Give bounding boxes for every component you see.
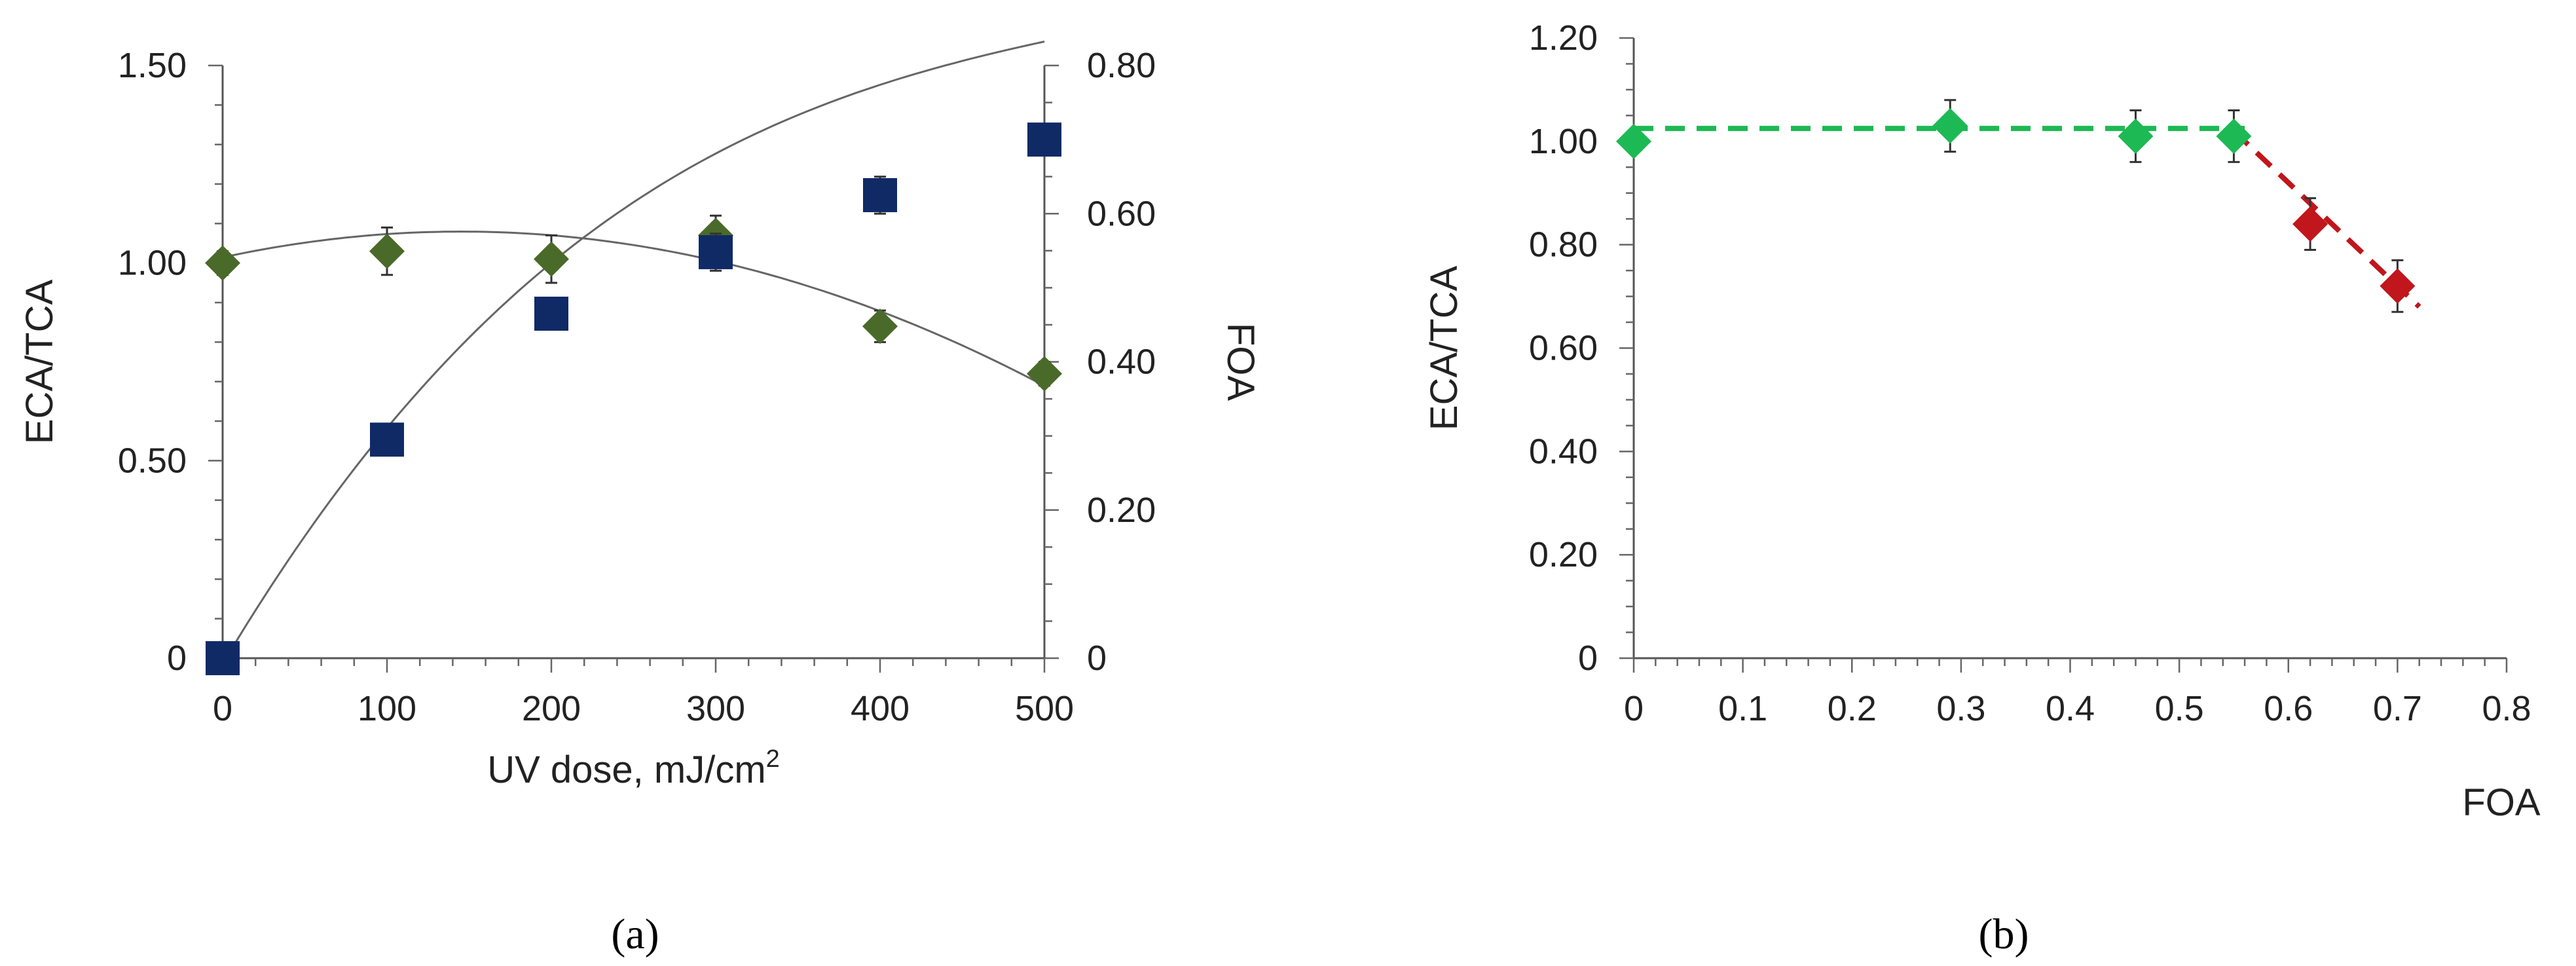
fit-curve: [222, 231, 1045, 387]
x-tick-label: 0: [1624, 689, 1644, 728]
x-tick-label: 0: [213, 689, 232, 728]
data-point-eca-tca: [369, 233, 405, 269]
data-point-foa: [534, 296, 568, 331]
y-tick-label: 0.60: [1529, 329, 1598, 368]
data-point-plateau: [1616, 123, 1651, 159]
trend-line: [2232, 129, 2421, 309]
y-tick-label: 1.00: [1529, 122, 1598, 161]
x-tick-label: 0.3: [1936, 689, 1985, 728]
panel-b-chart: 0 0.1 0.2 0.3 0.4 0.5 0.6 0.7 0.800.200.400.600.…: [1423, 18, 2541, 958]
y-axis-title: ECA/TCA: [1423, 266, 1465, 431]
y-tick-label: 0.20: [1529, 535, 1598, 574]
right-y-tick-label: 0.80: [1087, 46, 1156, 85]
x-axis-title-superscript: 2: [766, 745, 780, 773]
data-point-eca-tca: [1027, 356, 1062, 392]
data-point-plateau: [2216, 118, 2252, 154]
left-y-tick-label: 0.50: [118, 441, 187, 480]
y-tick-label: 0.80: [1529, 225, 1598, 265]
data-point-foa: [863, 177, 897, 212]
y-tick-label: 0: [1578, 639, 1598, 678]
right-y-tick-label: 0.40: [1087, 343, 1156, 382]
data-point-plateau: [1932, 108, 1968, 144]
x-tick-label: 0.8: [2482, 689, 2531, 728]
right-y-tick-label: 0.20: [1087, 491, 1156, 530]
y-tick-label: 1.20: [1529, 18, 1598, 58]
x-axis-title: UV dose, mJ/cm2: [487, 745, 780, 791]
data-point-foa: [1027, 122, 1061, 157]
panel-label-b: (b): [1979, 910, 2029, 958]
left-y-tick-label: 1.00: [118, 244, 187, 283]
fit-curve: [221, 41, 1045, 665]
x-tick-label: 0.6: [2264, 689, 2313, 728]
left-y-tick-label: 1.50: [118, 46, 187, 85]
data-point-decline: [2292, 206, 2328, 242]
data-point-eca-tca: [862, 308, 898, 344]
x-axis-title: FOA: [2462, 781, 2541, 824]
data-point-eca-tca: [534, 241, 569, 277]
left-y-tick-label: 0: [167, 639, 187, 678]
right-y-tick-label: 0.60: [1087, 194, 1156, 233]
x-tick-label: 200: [522, 689, 581, 728]
x-tick-label: 100: [358, 689, 416, 728]
data-point-eca-tca: [205, 245, 240, 281]
right-y-axis-title: FOA: [1219, 323, 1262, 401]
panel-label-a: (a): [611, 910, 659, 958]
x-tick-label: 0.2: [1828, 689, 1877, 728]
right-y-tick-label: 0: [1087, 639, 1107, 678]
x-tick-label: 0.5: [2155, 689, 2204, 728]
data-point-foa: [370, 422, 404, 457]
x-tick-label: 500: [1015, 689, 1074, 728]
data-point-foa: [699, 235, 733, 270]
left-y-axis-title: ECA/TCA: [18, 280, 61, 445]
x-tick-label: 0.4: [2046, 689, 2095, 728]
panel-a-chart: 0 100 200 300 400 500 0 0.50 1.00 1.50 0 0.20 0.40 0.…: [18, 41, 1262, 958]
x-tick-label: 400: [851, 689, 910, 728]
data-point-foa: [206, 641, 240, 675]
x-tick-label: 0.7: [2373, 689, 2422, 728]
data-point-plateau: [2118, 118, 2154, 154]
x-tick-label: 300: [686, 689, 745, 728]
x-tick-label: 0.1: [1718, 689, 1767, 728]
data-point-decline: [2380, 268, 2416, 304]
y-tick-label: 0.40: [1529, 432, 1598, 471]
